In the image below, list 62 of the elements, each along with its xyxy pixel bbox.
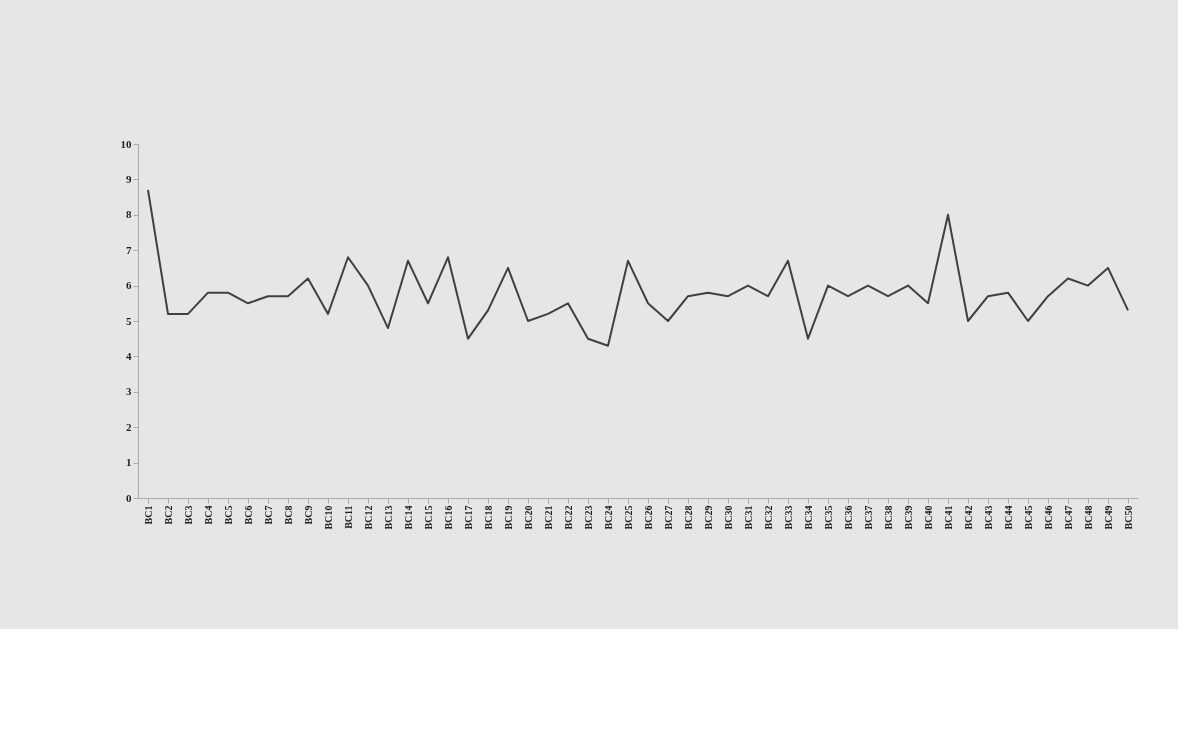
x-tick-label: BC42: [962, 505, 974, 530]
y-tick-label: 4: [126, 349, 132, 362]
y-tick-label: 5: [126, 314, 132, 327]
x-tick-label: BC33: [782, 505, 794, 530]
x-tick-label: BC27: [662, 505, 674, 530]
x-tick-label: BC45: [1022, 505, 1034, 530]
x-tick-label: BC23: [582, 505, 594, 530]
x-tick-label: BC26: [642, 505, 654, 530]
x-tick-label: BC44: [1002, 505, 1014, 530]
x-tick-label: BC37: [862, 505, 874, 530]
x-tick-label: BC8: [282, 505, 294, 525]
x-tick-label: BC16: [442, 505, 454, 530]
x-tick-label: BC14: [402, 505, 414, 530]
y-tick-label: 8: [126, 208, 132, 221]
y-tick-label: 1: [126, 456, 132, 469]
x-tick-label: BC12: [362, 505, 374, 530]
x-tick-label: BC9: [302, 505, 314, 525]
x-tick-label: BC2: [162, 505, 174, 525]
y-tick-label: 0: [126, 491, 132, 504]
x-tick-label: BC48: [1082, 505, 1094, 530]
line-series: [147, 189, 1129, 347]
x-tick-label: BC22: [562, 505, 574, 530]
x-tick-label: BC4: [202, 505, 214, 525]
x-tick-label: BC47: [1062, 505, 1074, 530]
x-tick-label: BC30: [722, 505, 734, 530]
x-tick-label: BC49: [1102, 505, 1114, 530]
x-tick-label: BC5: [222, 505, 234, 525]
x-tick-label: BC34: [802, 505, 814, 530]
x-tick-label: BC32: [762, 505, 774, 530]
x-tick-label: BC10: [322, 505, 334, 530]
x-tick-label: BC6: [242, 505, 254, 525]
y-tick-label: 10: [120, 137, 132, 150]
y-tick-label: 2: [126, 420, 132, 433]
x-tick-label: BC11: [342, 505, 354, 529]
x-tick-label: BC35: [822, 505, 834, 530]
x-tick-label: BC43: [982, 505, 994, 530]
x-tick-label: BC28: [682, 505, 694, 530]
x-tick-label: BC19: [502, 505, 514, 530]
x-tick-label: BC21: [542, 505, 554, 530]
x-tick-label: BC15: [422, 505, 434, 530]
x-tick-label: BC1: [142, 505, 154, 525]
y-tick-label: 3: [126, 385, 132, 398]
x-tick-label: BC25: [622, 505, 634, 530]
x-tick-label: BC3: [182, 505, 194, 525]
x-tick-label: BC50: [1122, 505, 1134, 530]
x-tick-label: BC29: [702, 505, 714, 530]
x-tick-label: BC7: [262, 505, 274, 525]
y-tick-label: 6: [126, 279, 132, 292]
x-tick-label: BC24: [602, 505, 614, 530]
x-tick-label: BC13: [382, 505, 394, 530]
y-tick-label: 9: [126, 172, 132, 185]
y-tick-label: 7: [126, 243, 132, 256]
x-tick-label: BC39: [902, 505, 914, 530]
x-tick-label: BC36: [842, 505, 854, 530]
x-tick-label: BC31: [742, 505, 754, 530]
x-tick-label: BC18: [482, 505, 494, 530]
x-tick-label: BC20: [522, 505, 534, 530]
x-tick-label: BC38: [882, 505, 894, 530]
x-tick-label: BC46: [1042, 505, 1054, 530]
x-tick-label: BC17: [462, 505, 474, 530]
x-tick-label: BC41: [942, 505, 954, 530]
x-tick-label: BC40: [922, 505, 934, 530]
